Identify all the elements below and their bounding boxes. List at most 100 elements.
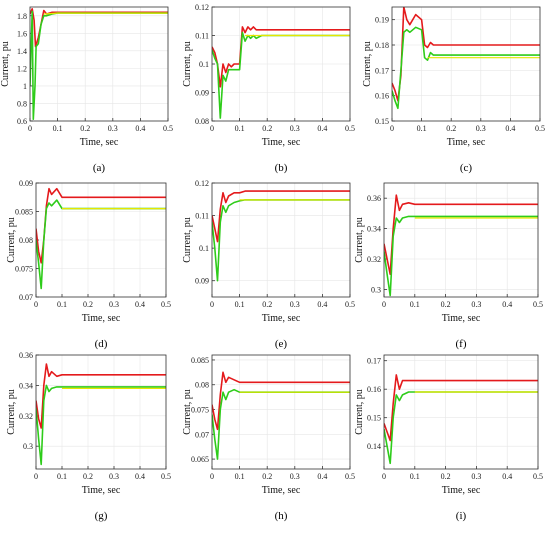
plot-area bbox=[392, 7, 540, 121]
axes-frame bbox=[35, 182, 167, 298]
panel-label: (e) bbox=[275, 338, 288, 350]
series-line-green bbox=[392, 26, 540, 110]
x-tick-label: 0.3 bbox=[471, 472, 481, 481]
plot-area bbox=[212, 355, 350, 469]
y-tick-label: 0.075 bbox=[15, 265, 33, 274]
y-tick-label: 0.085 bbox=[191, 356, 209, 365]
y-tick-label: 1.8 bbox=[17, 12, 27, 21]
panel-label: (b) bbox=[275, 162, 288, 174]
y-tick-label: 0.32 bbox=[19, 412, 33, 421]
x-tick-label: 0.1 bbox=[235, 472, 245, 481]
y-tick-label: 1.6 bbox=[17, 29, 27, 38]
x-tick-label: 0.1 bbox=[410, 472, 420, 481]
x-axis-label: Time, sec bbox=[262, 485, 301, 496]
chart-panel-a: 0 0.1 0.2 0.3 0.4 0.5 0.6 0.8 1 1.2 1.4 1.6 1.8 Time,… bbox=[0, 6, 173, 174]
x-tick-label: 0.2 bbox=[446, 124, 456, 133]
panel-label: (a) bbox=[93, 162, 106, 174]
chart-panel-d: 0 0.1 0.2 0.3 0.4 0.5 0.07 0.075 0.08 0.085 0.09 Ti… bbox=[6, 179, 171, 350]
x-tick-label: 0.5 bbox=[345, 472, 355, 481]
x-tick-label: 0.4 bbox=[135, 472, 145, 481]
y-tick-label: 0.19 bbox=[375, 16, 389, 25]
x-axis-label: Time, sec bbox=[82, 485, 121, 496]
x-tick-label: 0.3 bbox=[290, 472, 300, 481]
x-tick-label: 0.4 bbox=[317, 124, 327, 133]
chart-panel-c: 0 0.1 0.2 0.3 0.4 0.5 0.15 0.16 0.17 0.18 0.19 Time… bbox=[362, 6, 545, 174]
x-tick-label: 0 bbox=[34, 472, 38, 481]
y-tick-label: 0.3 bbox=[371, 285, 381, 294]
x-tick-label: 0.5 bbox=[161, 300, 171, 309]
x-tick-label: 0.3 bbox=[108, 124, 118, 133]
x-tick-label: 0.1 bbox=[410, 300, 420, 309]
y-tick-label: 0.18 bbox=[375, 41, 389, 50]
y-tick-label: 0.17 bbox=[367, 357, 381, 366]
x-axis-label: Time, sec bbox=[262, 137, 301, 148]
x-tick-label: 0.2 bbox=[441, 300, 451, 309]
y-tick-label: 0.07 bbox=[19, 293, 33, 302]
y-tick-label: 0.16 bbox=[375, 92, 389, 101]
x-tick-label: 0.5 bbox=[163, 124, 173, 133]
series-line-green bbox=[36, 384, 166, 466]
x-tick-label: 0.3 bbox=[476, 124, 486, 133]
x-tick-label: 0.3 bbox=[109, 300, 119, 309]
panel-label: (c) bbox=[460, 162, 473, 174]
series-line-green bbox=[212, 31, 350, 119]
axes-frame bbox=[211, 182, 351, 298]
x-tick-label: 0.2 bbox=[83, 472, 93, 481]
x-axis-label: Time, sec bbox=[82, 313, 121, 324]
y-tick-label: 0.09 bbox=[195, 277, 209, 286]
chart-panel-e: 0 0.1 0.2 0.3 0.4 0.5 0.09 0.1 0.11 0.12 Time, sec… bbox=[182, 179, 355, 350]
plot-area bbox=[30, 7, 168, 121]
y-tick-label: 0.17 bbox=[375, 66, 389, 75]
x-axis-label: Time, sec bbox=[442, 313, 481, 324]
x-tick-label: 0.4 bbox=[317, 472, 327, 481]
y-axis-label: Current, pu bbox=[182, 41, 193, 87]
y-tick-label: 0.14 bbox=[367, 442, 381, 451]
axes-frame bbox=[29, 6, 169, 122]
y-axis-label: Current, pu bbox=[354, 389, 365, 435]
x-tick-label: 0 bbox=[210, 472, 214, 481]
x-tick-label: 0.2 bbox=[441, 472, 451, 481]
y-tick-label: 0.15 bbox=[375, 117, 389, 126]
axes-frame bbox=[211, 354, 351, 470]
y-tick-label: 0.09 bbox=[19, 179, 33, 188]
x-tick-label: 0.1 bbox=[53, 124, 63, 133]
x-tick-label: 0.2 bbox=[262, 300, 272, 309]
x-tick-label: 0.1 bbox=[57, 300, 67, 309]
series-line-red bbox=[36, 187, 166, 264]
x-tick-label: 0.5 bbox=[345, 300, 355, 309]
x-tick-label: 0 bbox=[210, 124, 214, 133]
series-line-red bbox=[384, 374, 538, 442]
series-line-red bbox=[212, 371, 350, 431]
y-tick-label: 0.8 bbox=[17, 99, 27, 108]
x-tick-label: 0 bbox=[382, 472, 386, 481]
x-tick-label: 0.3 bbox=[471, 300, 481, 309]
y-tick-label: 0.085 bbox=[15, 208, 33, 217]
x-axis-label: Time, sec bbox=[262, 313, 301, 324]
y-tick-label: 0.32 bbox=[367, 255, 381, 264]
y-tick-label: 0.08 bbox=[19, 236, 33, 245]
y-tick-label: 0.12 bbox=[195, 3, 209, 12]
chart-panel-f: 0 0.1 0.2 0.3 0.4 0.5 0.3 0.32 0.34 0.36 Time, sec… bbox=[354, 182, 543, 350]
x-tick-label: 0.4 bbox=[502, 472, 512, 481]
y-tick-label: 0.34 bbox=[19, 381, 33, 390]
axes-frame bbox=[391, 6, 541, 122]
y-axis-label: Current, pu bbox=[354, 217, 365, 263]
series-line-red bbox=[36, 363, 166, 429]
x-tick-label: 0.4 bbox=[135, 300, 145, 309]
x-tick-label: 0.2 bbox=[262, 124, 272, 133]
y-axis-label: Current, pu bbox=[0, 41, 11, 87]
x-tick-label: 0.4 bbox=[135, 124, 145, 133]
x-tick-label: 0.5 bbox=[533, 472, 543, 481]
y-tick-label: 0.1 bbox=[199, 60, 209, 69]
x-tick-label: 0.3 bbox=[109, 472, 119, 481]
panel-label: (i) bbox=[456, 510, 467, 522]
y-tick-label: 1 bbox=[23, 82, 27, 91]
x-tick-label: 0.5 bbox=[533, 300, 543, 309]
plot-area bbox=[384, 355, 538, 469]
x-tick-label: 0.2 bbox=[83, 300, 93, 309]
y-axis-label: Current, pu bbox=[182, 217, 193, 263]
y-tick-label: 0.1 bbox=[199, 244, 209, 253]
panel-label: (g) bbox=[95, 510, 108, 522]
x-tick-label: 0.1 bbox=[417, 124, 427, 133]
y-axis-label: Current, pu bbox=[362, 41, 373, 87]
